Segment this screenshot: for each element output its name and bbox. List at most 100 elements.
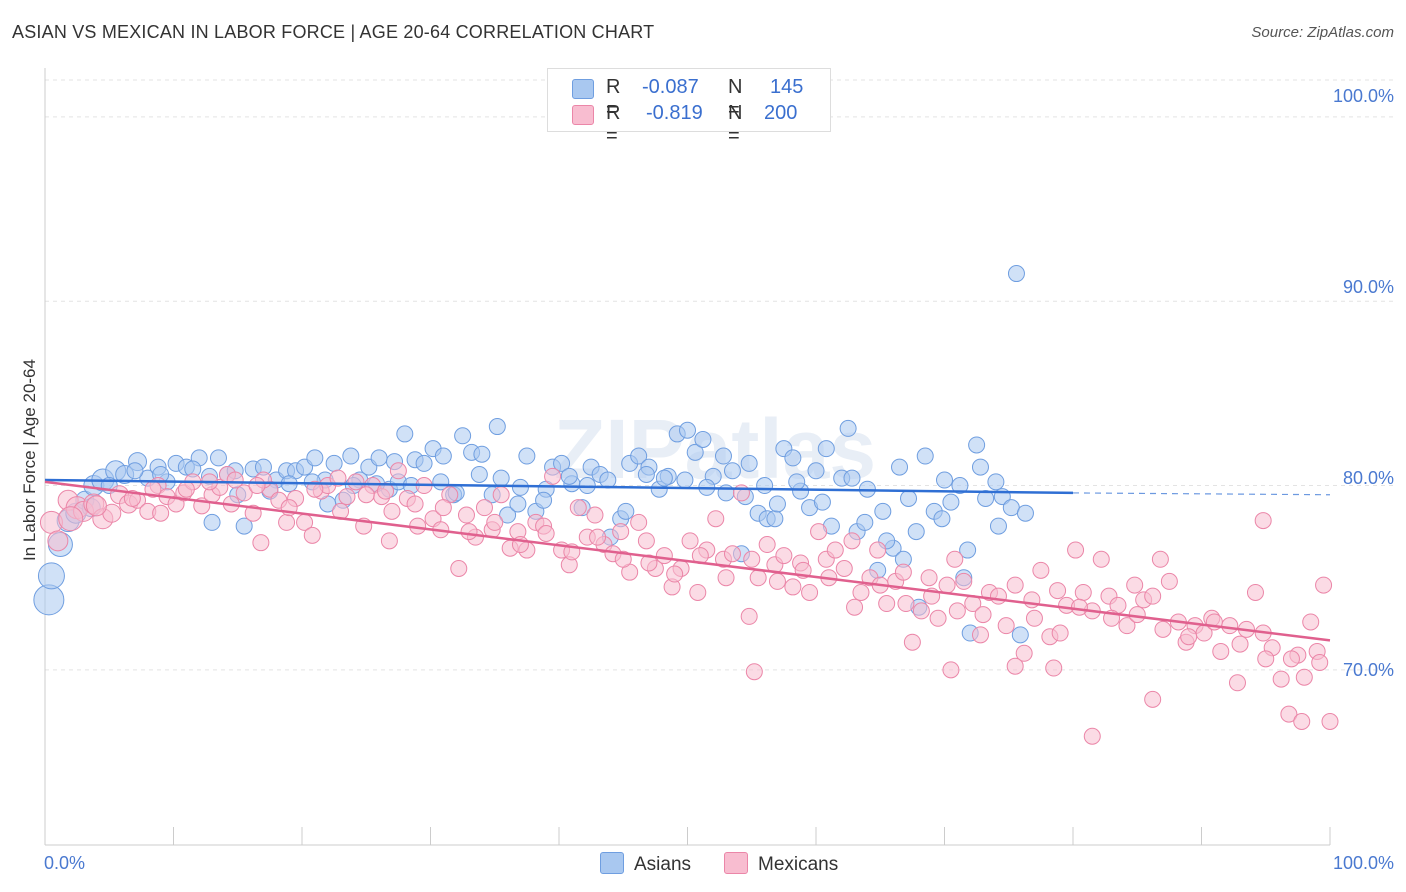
mexican-point (1006, 657, 1024, 675)
mexican-point (938, 576, 956, 594)
source-prefix: Source: (1251, 24, 1308, 41)
mexican-point (846, 598, 864, 616)
asian-point (933, 510, 951, 528)
asian-point (740, 454, 758, 472)
mexican-point (997, 617, 1015, 635)
asian-point (968, 436, 986, 454)
asian-point (499, 506, 517, 524)
mexican-point (338, 488, 356, 506)
mexican-point (717, 569, 735, 587)
mexican-point (989, 587, 1007, 605)
bottom-legend-label-mexicans: Mexicans (758, 854, 839, 875)
asian-point (509, 495, 527, 513)
asian-point (891, 458, 909, 476)
mexican-point (303, 526, 321, 544)
asian-point (843, 469, 861, 487)
mexican-point (630, 513, 648, 531)
mexican-point (1254, 512, 1272, 530)
mexican-point (1293, 712, 1311, 730)
asian-point (1007, 265, 1025, 283)
mexican-point (655, 547, 673, 565)
legend-n-label: N = (728, 76, 743, 121)
mexican-point (948, 602, 966, 620)
asian-point (900, 489, 918, 507)
legend-n-value: 200 (764, 102, 798, 124)
mexican-point (1118, 617, 1136, 635)
mexican-point (946, 550, 964, 568)
mexican-point (569, 499, 587, 517)
asian-point (396, 425, 414, 443)
mexican-point (1272, 670, 1290, 688)
mexican-point (843, 532, 861, 550)
asian-point (788, 473, 806, 491)
mexican-point (775, 547, 793, 565)
mexican-point (723, 545, 741, 563)
mexican-point (1092, 550, 1110, 568)
mexican-point (383, 502, 401, 520)
asian-point (492, 469, 510, 487)
mexican-point (380, 532, 398, 550)
legend-r-label: R = (606, 76, 621, 121)
y-tick-label: 70.0% (1342, 660, 1394, 680)
asian-point (676, 471, 694, 489)
mexican-point (1282, 650, 1300, 668)
mexican-point (389, 462, 407, 480)
asian-point (817, 440, 835, 458)
bottom-legend-swatch-mexicans (724, 852, 748, 874)
mexican-point (1295, 668, 1313, 686)
y-tick-label: 90.0% (1342, 277, 1394, 297)
mexican-point (347, 473, 365, 491)
mexican-point (869, 541, 887, 559)
asian-point (617, 502, 635, 520)
asian-point (306, 449, 324, 467)
asian-point (971, 458, 989, 476)
y-tick-label: 80.0% (1342, 468, 1394, 488)
asian-point (977, 489, 995, 507)
asian-point (560, 467, 578, 485)
x-tick-label-max: 100.0% (1332, 853, 1394, 873)
mexican-point (1032, 561, 1050, 579)
mexican-point (1311, 654, 1329, 672)
source-name: ZipAtlas.com (1307, 24, 1394, 41)
mexican-point (177, 480, 195, 498)
mexican-point (768, 572, 786, 590)
legend-swatch-asians (572, 79, 594, 99)
asian-point (511, 478, 529, 496)
asian-point (768, 495, 786, 513)
mexican-point (637, 532, 655, 550)
asian-point (694, 430, 712, 448)
mexican-point (1280, 705, 1298, 723)
asian-point (126, 462, 144, 480)
source-note: Source: ZipAtlas.com (1251, 24, 1394, 41)
mexican-point (1067, 541, 1085, 559)
mexican-point (1015, 644, 1033, 662)
y-axis-label: In Labor Force | Age 20-64 (20, 359, 39, 561)
mexican-point (707, 510, 725, 528)
mexican-point (1126, 576, 1144, 594)
mexican-point (955, 572, 973, 590)
mexican-point (1228, 674, 1246, 692)
asian-point (679, 421, 696, 439)
asian-point (936, 471, 953, 489)
mexican-point (306, 480, 324, 498)
legend-r-value: -0.819 (646, 102, 703, 124)
mexican-point (612, 523, 630, 541)
asian-point (686, 443, 704, 461)
mexican-point (1045, 659, 1063, 677)
asian-point (209, 449, 227, 467)
asian-point (1016, 504, 1034, 522)
mexican-point (1144, 587, 1162, 605)
mexican-point (732, 484, 750, 502)
mexican-point (1049, 582, 1067, 600)
mexican-point (749, 569, 767, 587)
mexican-point (235, 484, 253, 502)
mexican-point (810, 523, 828, 541)
mexican-point (835, 559, 853, 577)
mexican-point (758, 536, 776, 554)
mexican-point (486, 513, 504, 531)
asian-point (342, 447, 360, 465)
asian-point (839, 419, 857, 437)
mexican-point (1321, 712, 1339, 730)
mexican-point (666, 565, 684, 583)
mexican-point (971, 626, 989, 644)
